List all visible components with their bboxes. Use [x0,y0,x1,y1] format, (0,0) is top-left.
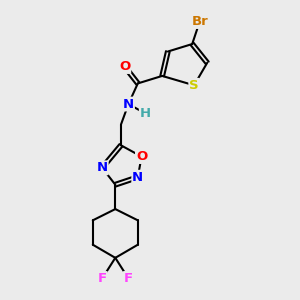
Text: O: O [136,150,147,163]
Text: N: N [97,161,108,174]
Text: F: F [98,272,107,285]
Text: N: N [123,98,134,111]
Text: H: H [140,107,151,120]
Text: Br: Br [191,15,208,28]
Text: F: F [124,272,133,285]
Text: O: O [119,60,130,73]
Text: S: S [189,79,199,92]
Text: N: N [132,171,143,184]
